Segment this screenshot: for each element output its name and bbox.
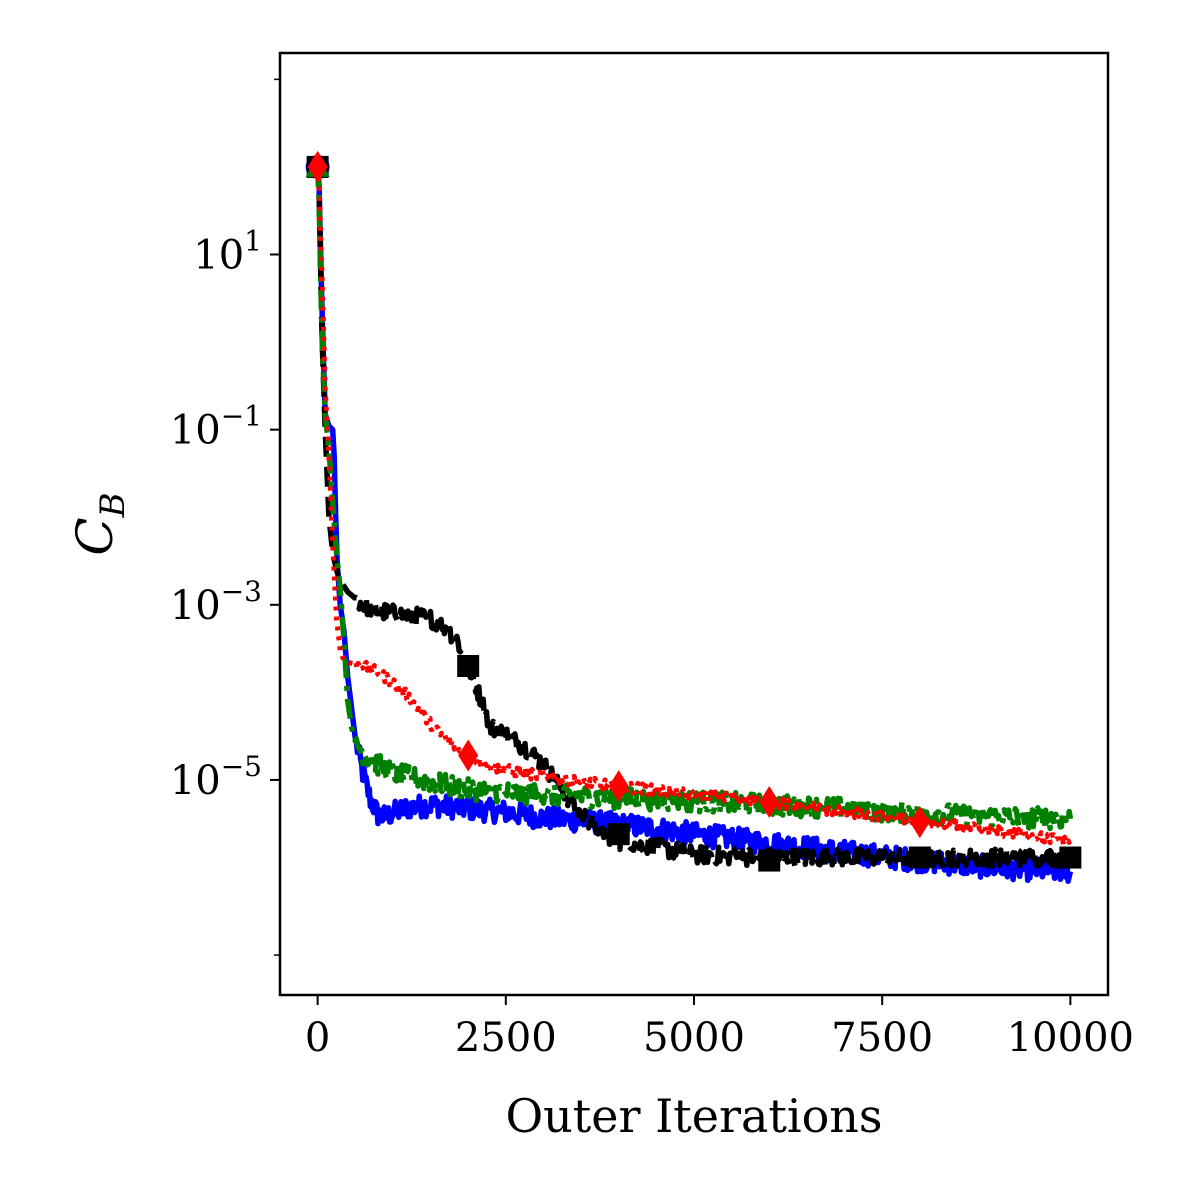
series-marker xyxy=(908,846,931,869)
x-tick-label: 2500 xyxy=(455,1015,557,1061)
series-marker xyxy=(909,806,930,839)
y-tick-label-exponent: 1 xyxy=(244,225,262,258)
series-line xyxy=(314,166,1074,832)
y-tick-label-exponent: −1 xyxy=(221,400,262,433)
series-marker xyxy=(607,823,630,846)
series-marker xyxy=(457,654,480,677)
y-tick-label: 101 xyxy=(193,225,262,279)
series-marker xyxy=(608,770,629,803)
x-tick-label: 0 xyxy=(305,1015,330,1061)
series-marker xyxy=(759,785,780,818)
y-axis-label-sub: B xyxy=(93,492,133,518)
series-line xyxy=(315,166,1073,848)
x-axis-label: Outer Iterations xyxy=(505,1089,882,1143)
series-marker xyxy=(758,849,781,872)
y-tick-label: 10−5 xyxy=(170,750,262,804)
y-tick-label: 10−1 xyxy=(170,400,262,454)
y-tick-label-base: 10 xyxy=(170,408,221,454)
y-tick-label-exponent: −3 xyxy=(221,575,262,608)
series-line xyxy=(314,166,1074,869)
y-tick-label: 10−3 xyxy=(170,575,262,629)
y-tick-label-base: 10 xyxy=(170,758,221,804)
x-tick-label: 10000 xyxy=(1007,1015,1134,1061)
x-tick-label: 5000 xyxy=(643,1015,745,1061)
y-tick-label-base: 10 xyxy=(170,583,221,629)
series-layer xyxy=(305,150,1082,885)
y-tick-label-exponent: −5 xyxy=(221,750,262,783)
series-marker xyxy=(307,150,328,183)
y-tick-label-base: 10 xyxy=(193,233,244,279)
series-1 xyxy=(306,155,1082,872)
series-3 xyxy=(307,150,1073,848)
series-marker xyxy=(1059,846,1082,869)
series-marker xyxy=(458,739,479,772)
x-tick-label: 7500 xyxy=(831,1015,933,1061)
y-axis-label-main: C xyxy=(66,517,124,555)
y-axis-label: CB xyxy=(66,492,133,555)
